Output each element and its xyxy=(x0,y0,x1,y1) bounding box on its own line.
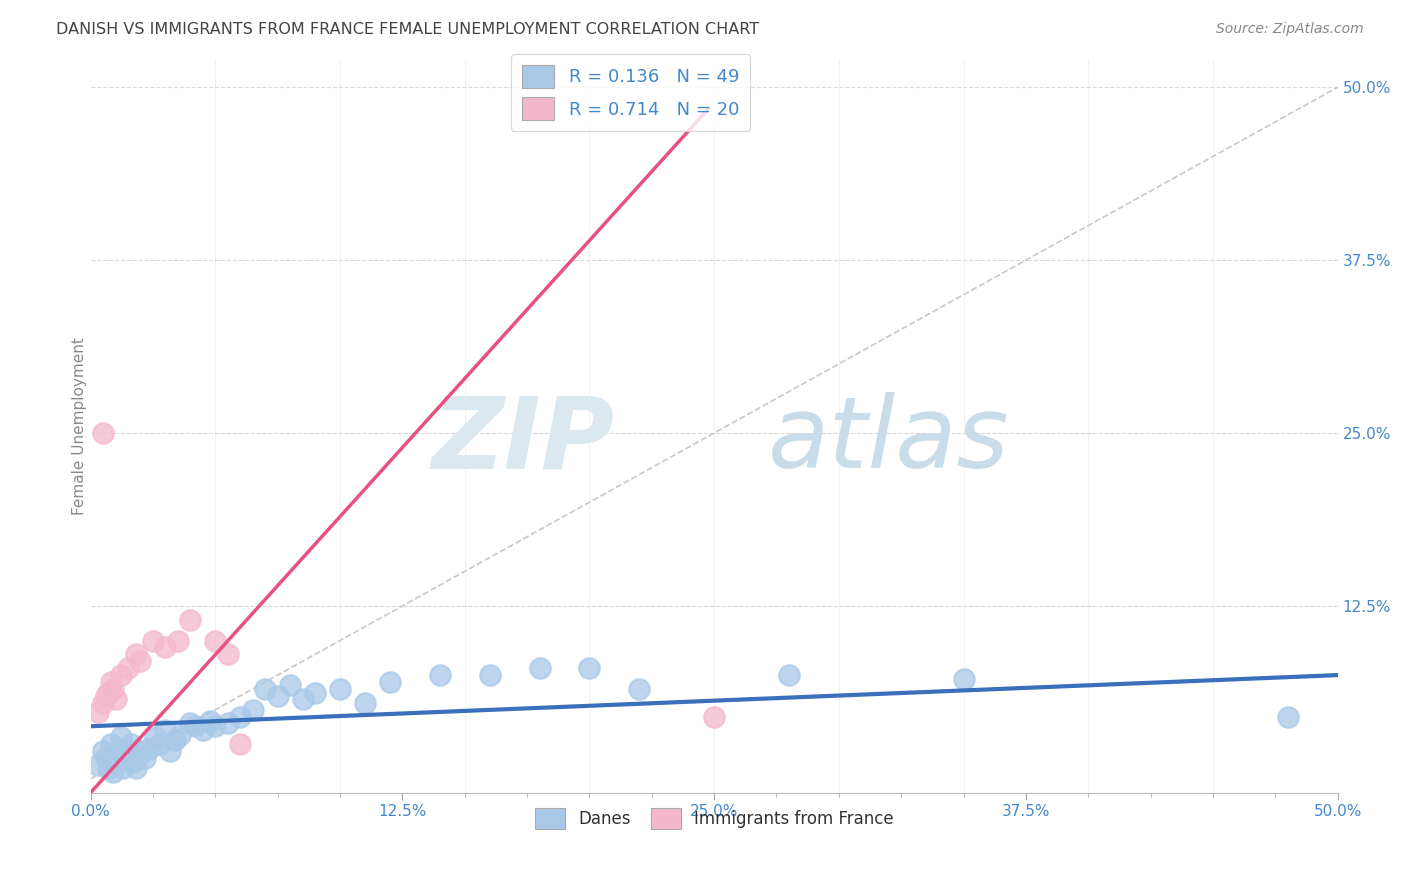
Point xyxy=(200,714,222,728)
Y-axis label: Female Unemployment: Female Unemployment xyxy=(72,337,87,515)
Text: DANISH VS IMMIGRANTS FROM FRANCE FEMALE UNEMPLOYMENT CORRELATION CHART: DANISH VS IMMIGRANTS FROM FRANCE FEMALE … xyxy=(56,22,759,37)
Point xyxy=(124,648,146,662)
Point xyxy=(179,716,201,731)
Point xyxy=(120,737,142,751)
Point xyxy=(354,696,377,710)
Point xyxy=(778,668,800,682)
Point xyxy=(124,761,146,775)
Point xyxy=(278,678,301,692)
Point xyxy=(184,719,207,733)
Point xyxy=(191,723,214,738)
Point xyxy=(101,681,124,696)
Point xyxy=(114,744,136,758)
Point xyxy=(107,747,129,761)
Point xyxy=(478,668,501,682)
Point xyxy=(378,675,401,690)
Point xyxy=(117,661,139,675)
Point xyxy=(169,728,191,742)
Point xyxy=(242,703,264,717)
Point xyxy=(110,731,132,745)
Legend: Danes, Immigrants from France: Danes, Immigrants from France xyxy=(529,801,900,836)
Point xyxy=(1277,709,1299,723)
Point xyxy=(429,668,451,682)
Point xyxy=(204,633,226,648)
Point xyxy=(117,751,139,765)
Point xyxy=(159,744,181,758)
Point xyxy=(91,425,114,440)
Point xyxy=(304,686,326,700)
Point xyxy=(100,737,122,751)
Point xyxy=(204,719,226,733)
Point xyxy=(142,633,165,648)
Point xyxy=(94,751,117,765)
Point xyxy=(100,675,122,690)
Point xyxy=(110,668,132,682)
Point xyxy=(97,686,120,700)
Point xyxy=(101,764,124,779)
Point xyxy=(167,633,190,648)
Point xyxy=(266,689,288,703)
Point xyxy=(91,744,114,758)
Point xyxy=(104,756,127,770)
Point xyxy=(87,706,110,720)
Point xyxy=(217,716,239,731)
Point xyxy=(329,681,352,696)
Text: Source: ZipAtlas.com: Source: ZipAtlas.com xyxy=(1216,22,1364,37)
Point xyxy=(91,696,114,710)
Point xyxy=(145,731,167,745)
Point xyxy=(139,741,162,756)
Point xyxy=(229,737,252,751)
Point xyxy=(122,756,145,770)
Point xyxy=(149,737,172,751)
Point xyxy=(529,661,551,675)
Point xyxy=(578,661,600,675)
Point xyxy=(104,691,127,706)
Point xyxy=(229,709,252,723)
Point xyxy=(703,709,725,723)
Point xyxy=(291,691,314,706)
Text: ZIP: ZIP xyxy=(432,392,614,490)
Point xyxy=(179,613,201,627)
Point xyxy=(112,761,135,775)
Point xyxy=(628,681,651,696)
Point xyxy=(134,751,156,765)
Point xyxy=(87,758,110,772)
Text: atlas: atlas xyxy=(768,392,1010,490)
Point xyxy=(97,761,120,775)
Point xyxy=(129,747,152,761)
Point xyxy=(127,744,149,758)
Point xyxy=(952,672,974,686)
Point xyxy=(155,723,177,738)
Point xyxy=(94,689,117,703)
Point xyxy=(129,654,152,668)
Point xyxy=(155,640,177,655)
Point xyxy=(165,733,187,747)
Point xyxy=(217,648,239,662)
Point xyxy=(254,681,277,696)
